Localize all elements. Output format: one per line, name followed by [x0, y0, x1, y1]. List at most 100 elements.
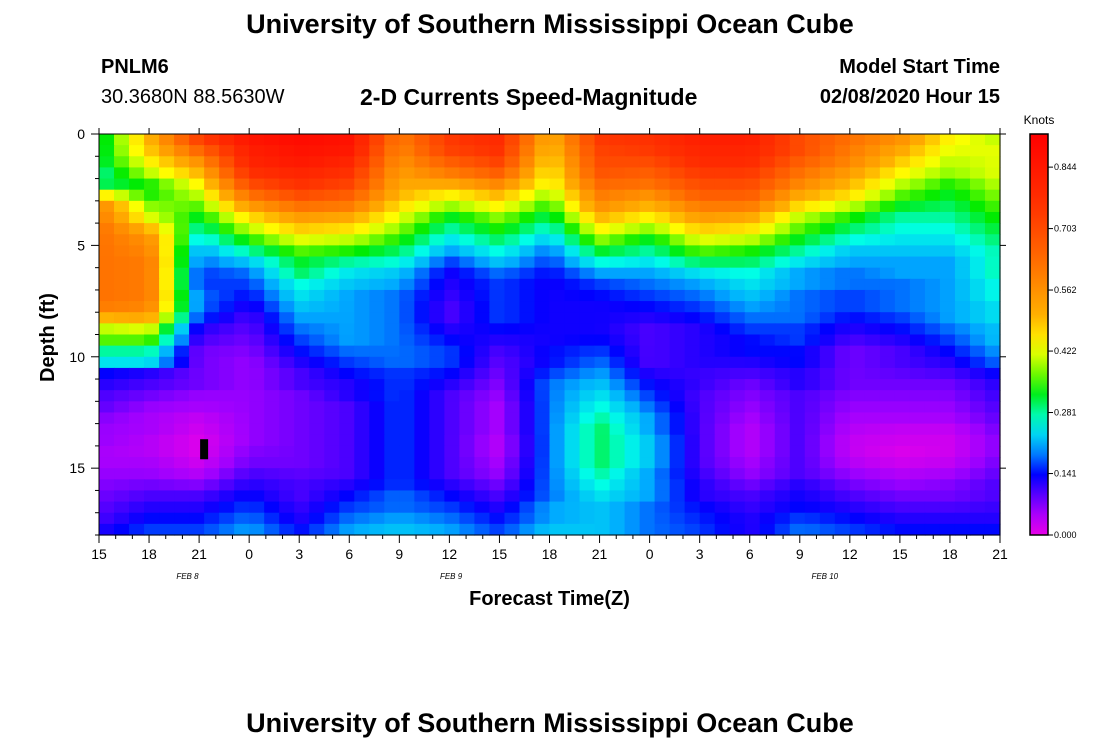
heatmap-cell [804, 156, 821, 169]
heatmap-cell [399, 156, 415, 169]
heatmap-cell [789, 178, 806, 191]
heatmap-cell [354, 379, 370, 391]
heatmap-cell [759, 156, 776, 169]
heatmap-cell [849, 278, 866, 291]
heatmap-cell [339, 356, 355, 369]
heatmap-cell [219, 323, 235, 336]
heatmap-cell [789, 412, 806, 425]
heatmap-cell [354, 334, 370, 347]
heatmap-cell [249, 312, 265, 324]
heatmap-cell [939, 412, 956, 425]
heatmap-cell [384, 323, 400, 336]
heatmap-cell [219, 390, 235, 402]
heatmap-cell [129, 289, 145, 302]
heatmap-cell [384, 200, 400, 213]
heatmap-cell [954, 401, 971, 414]
heatmap-cell [444, 434, 460, 447]
heatmap-cell [189, 245, 205, 258]
heatmap-cell [759, 167, 776, 180]
heatmap-cell [309, 278, 325, 291]
heatmap-cell [144, 323, 160, 336]
heatmap-cell [399, 434, 415, 447]
heatmap-cell [339, 189, 355, 202]
heatmap-cell [669, 223, 686, 235]
heatmap-cell [654, 145, 671, 157]
heatmap-cell [309, 156, 325, 169]
heatmap-cell [834, 267, 851, 280]
heatmap-cell [954, 234, 971, 246]
heatmap-cell [294, 468, 310, 480]
heatmap-cell [114, 390, 130, 402]
heatmap-cell [684, 178, 701, 191]
heatmap-cell [759, 401, 776, 414]
heatmap-cell [399, 445, 415, 458]
heatmap-cell [354, 390, 370, 402]
heatmap-cell [189, 512, 205, 525]
heatmap-cell [969, 512, 986, 525]
heatmap-cell [474, 189, 491, 202]
heatmap-cell [384, 312, 400, 324]
heatmap-cell [594, 156, 611, 169]
heatmap-cell [504, 345, 521, 358]
heatmap-cell [444, 301, 460, 313]
heatmap-cell [129, 490, 145, 503]
heatmap-cell [534, 156, 551, 169]
heatmap-cell [519, 490, 536, 503]
heatmap-cell [564, 301, 581, 313]
heatmap-cell [924, 189, 941, 202]
heatmap-cell [174, 457, 190, 469]
heatmap-cell [624, 423, 641, 436]
heatmap-cell [759, 423, 776, 436]
heatmap-cell [249, 145, 265, 157]
heatmap-cell [879, 367, 896, 380]
heatmap-cell [864, 301, 881, 313]
heatmap-cell [339, 468, 355, 480]
heatmap-cell [249, 523, 265, 536]
heatmap-cell [174, 479, 190, 492]
heatmap-cell [264, 167, 280, 180]
colorbar-tick-label: 0.281 [1054, 408, 1077, 418]
heatmap-cell [504, 434, 521, 447]
heatmap-cell [144, 468, 160, 480]
heatmap-cell [774, 134, 791, 146]
heatmap-cell [954, 312, 971, 324]
heatmap-cell [714, 312, 731, 324]
heatmap-cell [264, 245, 280, 258]
heatmap-cell [909, 200, 926, 213]
heatmap-cell [789, 245, 806, 258]
heatmap-cell [264, 334, 280, 347]
heatmap-cell [384, 167, 400, 180]
heatmap-cell [204, 434, 220, 447]
x-tick-label: 21 [992, 546, 1008, 562]
heatmap-cell [804, 501, 821, 514]
heatmap-cell [984, 312, 1001, 324]
heatmap-cell [204, 423, 220, 436]
heatmap-cell [204, 512, 220, 525]
heatmap-cell [429, 523, 445, 536]
heatmap-cell [969, 468, 986, 480]
heatmap-cell [144, 356, 160, 369]
heatmap-cell [459, 289, 476, 302]
heatmap-cell [324, 200, 340, 213]
heatmap-cell [579, 200, 596, 213]
heatmap-cell [564, 267, 581, 280]
heatmap-cell [159, 356, 175, 369]
heatmap-cell [354, 445, 370, 458]
heatmap-cell [264, 523, 280, 536]
heatmap-cell [99, 301, 115, 313]
heatmap-cell [699, 312, 716, 324]
heatmap-cell [924, 479, 941, 492]
heatmap-cell [894, 523, 911, 536]
heatmap-cell [99, 445, 115, 458]
heatmap-cell [879, 223, 896, 235]
heatmap-cell [984, 501, 1001, 514]
heatmap-cell [189, 278, 205, 291]
heatmap-cell [909, 501, 926, 514]
heatmap-cell [309, 345, 325, 358]
heatmap-cell [414, 178, 430, 191]
heatmap-cell [744, 234, 761, 246]
heatmap-cell [429, 245, 445, 258]
heatmap-cell [459, 356, 476, 369]
heatmap-cell [459, 312, 476, 324]
heatmap-cell [339, 501, 355, 514]
